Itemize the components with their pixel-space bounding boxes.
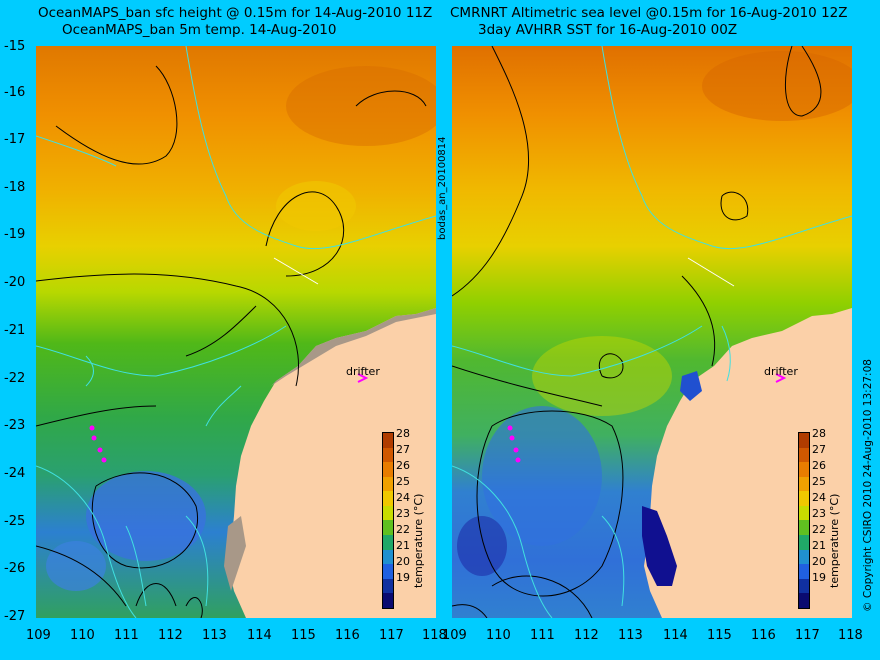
colorbar-tick: 23: [396, 507, 410, 520]
right-map-panel: [452, 46, 852, 618]
y-tick: -26: [4, 561, 26, 576]
right-colorbar: [798, 432, 810, 609]
x-tick: 112: [158, 628, 183, 643]
colorbar-tick: 28: [812, 427, 826, 440]
x-tick: 116: [751, 628, 776, 643]
colorbar-tick: 25: [812, 475, 826, 488]
x-tick: 111: [114, 628, 139, 643]
colorbar-title: temperature (°C): [412, 493, 425, 588]
x-tick: 116: [335, 628, 360, 643]
y-tick: -21: [4, 323, 26, 338]
colorbar-title: temperature (°C): [828, 493, 841, 588]
colorbar-tick: 21: [812, 539, 826, 552]
colorbar-tick: 26: [396, 459, 410, 472]
y-tick: -22: [4, 371, 26, 386]
x-tick: 115: [291, 628, 316, 643]
x-tick: 109: [26, 628, 51, 643]
right-title-line1: CMRNRT Altimetric sea level @0.15m for 1…: [450, 5, 848, 21]
left-map-panel: [36, 46, 436, 618]
colorbar-tick: 26: [812, 459, 826, 472]
colorbar-tick: 27: [396, 443, 410, 456]
y-tick: -23: [4, 418, 26, 433]
x-tick: 118: [422, 628, 447, 643]
colorbar-tick: 20: [396, 555, 410, 568]
x-tick: 113: [618, 628, 643, 643]
colorbar-tick: 20: [812, 555, 826, 568]
colorbar-tick: 24: [812, 491, 826, 504]
y-tick: -27: [4, 609, 26, 624]
right-drifter-label: drifter: [764, 365, 798, 378]
left-drifter-label: drifter: [346, 365, 380, 378]
x-tick: 117: [795, 628, 820, 643]
colorbar-tick: 25: [396, 475, 410, 488]
y-tick: -20: [4, 275, 26, 290]
left-colorbar: [382, 432, 394, 609]
y-tick: -15: [4, 39, 26, 54]
y-tick: -16: [4, 85, 26, 100]
colorbar-tick: 23: [812, 507, 826, 520]
colorbar-tick: 19: [396, 571, 410, 584]
x-tick: 114: [247, 628, 272, 643]
y-tick: -18: [4, 180, 26, 195]
left-title-line2: OceanMAPS_ban 5m temp. 14-Aug-2010: [62, 22, 337, 38]
colorbar-tick: 22: [396, 523, 410, 536]
x-tick: 114: [663, 628, 688, 643]
x-tick: 110: [486, 628, 511, 643]
y-tick: -19: [4, 227, 26, 242]
left-title-line1: OceanMAPS_ban sfc height @ 0.15m for 14-…: [38, 5, 433, 21]
x-tick: 113: [202, 628, 227, 643]
colorbar-tick: 27: [812, 443, 826, 456]
x-tick: 109: [442, 628, 467, 643]
x-tick: 110: [70, 628, 95, 643]
y-tick: -25: [4, 514, 26, 529]
right-map-graphic: [452, 46, 852, 618]
copyright-label: © Copyright CSIRO 2010 24-Aug-2010 13:27…: [862, 359, 874, 612]
colorbar-tick: 19: [812, 571, 826, 584]
right-title-line2: 3day AVHRR SST for 16-Aug-2010 00Z: [478, 22, 738, 38]
x-tick: 117: [379, 628, 404, 643]
y-tick: -17: [4, 132, 26, 147]
x-tick: 118: [838, 628, 863, 643]
colorbar-tick: 22: [812, 523, 826, 536]
x-tick: 112: [574, 628, 599, 643]
colorbar-tick: 21: [396, 539, 410, 552]
colorbar-tick: 24: [396, 491, 410, 504]
colorbar-tick: 28: [396, 427, 410, 440]
dataset-id-label: bodas_an_20100814: [437, 136, 448, 240]
x-tick: 111: [530, 628, 555, 643]
x-tick: 115: [707, 628, 732, 643]
y-tick: -24: [4, 466, 26, 481]
left-map-graphic: [36, 46, 436, 618]
